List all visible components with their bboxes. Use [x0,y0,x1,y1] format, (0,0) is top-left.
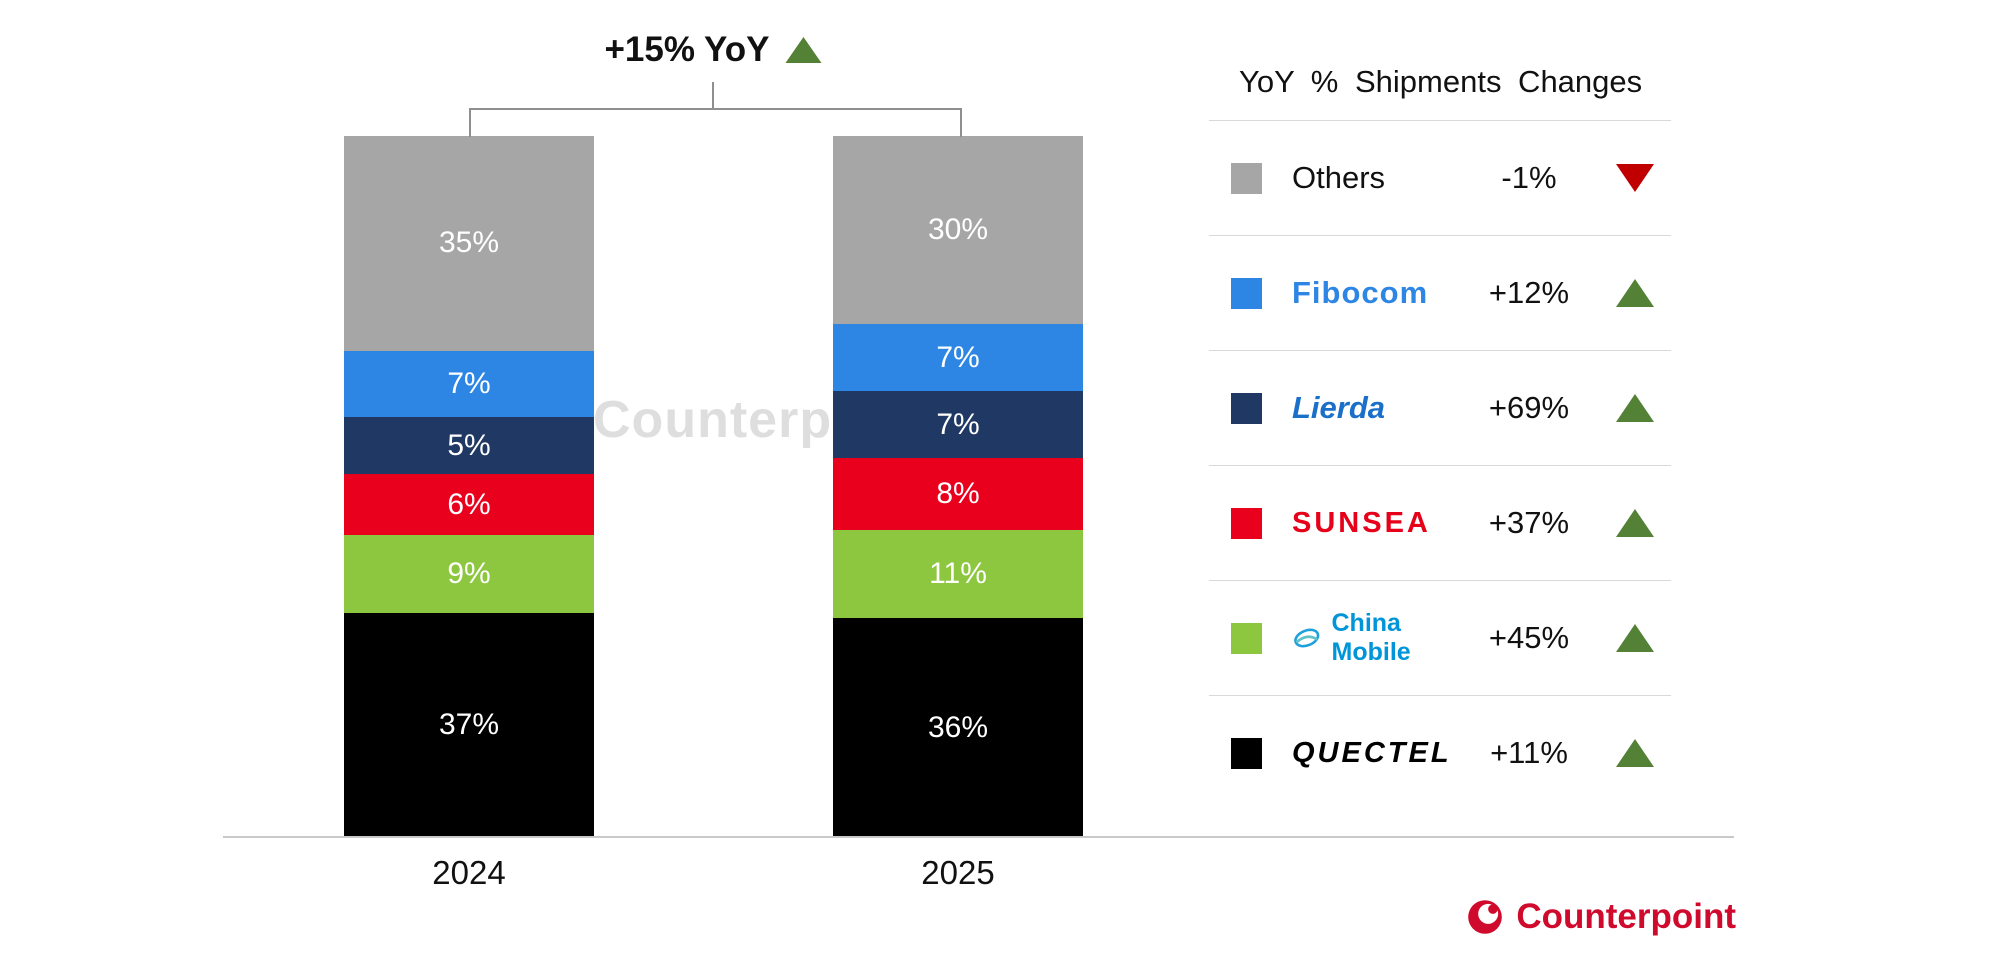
vendor-logo-quectel: QUECTEL [1292,737,1459,770]
legend-row-china-mobile: China Mobile +45% [1209,581,1671,696]
change-direction-box [1599,624,1671,652]
stacked-bar-2024: 35% 7% 5% 6% 9% 37% [344,136,594,838]
up-triangle-icon [785,37,822,63]
up-triangle-icon [1616,624,1654,652]
vendor-logo-text: Others [1292,160,1386,195]
bar-segment-value-label: 36% [927,711,989,745]
bar-segment-value-label: 7% [936,407,980,441]
legend-panel: YoY % Shipments Changes Others -1% Fibocom… [1209,50,1671,810]
bar-segment-lierda-2025: 7% [833,391,1083,458]
up-triangle-icon [1616,279,1654,307]
down-triangle-icon [1616,164,1654,192]
legend-row-lierda: Lierda +69% [1209,351,1671,466]
yoy-total-label: +15% YoY [604,30,770,69]
bar-segment-china-mobile-2024: 9% [344,535,594,613]
legend-row-quectel: QUECTEL +11% [1209,696,1671,810]
bar-segment-value-label: 6% [447,487,491,521]
yoy-change-value-sunsea: +37% [1488,505,1570,540]
bar-segment-lierda-2024: 5% [344,417,594,474]
brand-footer: Counterpoint [1464,896,1736,938]
yoy-change-value-china-mobile: +45% [1488,620,1570,655]
bar-segment-value-label: 35% [438,226,500,260]
bar-segment-quectel-2024: 37% [344,612,594,838]
change-direction-box [1599,279,1671,307]
yoy-change-value-fibocom: +12% [1488,275,1570,310]
legend-swatch-others [1231,162,1262,194]
counterpoint-logo-icon [1468,900,1503,934]
change-direction-box [1599,739,1671,767]
bracket-connector [469,108,962,137]
legend-row-sunsea: SUNSEA +37% [1209,466,1671,581]
legend-swatch-sunsea [1231,507,1262,539]
legend-swatch-fibocom [1231,277,1262,309]
legend-swatch-china-mobile [1231,622,1262,654]
up-triangle-icon [1616,739,1654,767]
up-triangle-icon [1616,394,1654,422]
bar-segment-value-label: 37% [438,708,500,742]
bar-segment-fibocom-2025: 7% [833,324,1083,392]
vendor-logo-lierda: Lierda [1292,390,1459,426]
x-axis-label-2025: 2025 [921,854,995,891]
bar-segment-sunsea-2024: 6% [344,473,594,536]
bracket-stub [712,82,714,109]
stacked-bar-2025: 30% 7% 7% 8% 11% 36% [833,136,1083,838]
bar-segment-quectel-2025: 36% [833,618,1083,838]
bar-segment-china-mobile-2025: 11% [833,530,1083,619]
bar-segment-fibocom-2024: 7% [344,350,594,418]
vendor-logo-text: China Mobile [1331,609,1411,666]
yoy-change-value-others: -1% [1501,160,1557,195]
bar-segment-value-label: 7% [447,367,491,400]
legend-row-fibocom: Fibocom +12% [1209,236,1671,351]
vendor-logo-others: Others [1292,160,1459,196]
vendor-logo-china-mobile: China Mobile [1292,609,1459,667]
bar-segment-value-label: 5% [447,428,491,462]
bar-segment-value-label: 11% [929,557,987,591]
legend-title: YoY % Shipments Changes [1209,50,1671,121]
change-direction-box [1599,164,1671,192]
vendor-logo-text: Lierda [1292,390,1386,425]
bar-segment-value-label: 9% [447,557,491,591]
legend-rows: Others -1% Fibocom +12% Lierda +69% SUNSEA +37%… [1209,121,1671,810]
up-triangle-icon [1616,509,1654,537]
brand-name: Counterpoint [1516,897,1736,936]
legend-swatch-quectel [1231,737,1262,769]
bar-segment-value-label: 30% [927,213,989,247]
legend-row-others: Others -1% [1209,121,1671,236]
bar-segment-others-2024: 35% [344,136,594,351]
bar-segment-sunsea-2025: 8% [833,458,1083,531]
yoy-change-value-quectel: +11% [1490,735,1568,770]
yoy-change-value-lierda: +69% [1488,390,1570,425]
vendor-logo-text: SUNSEA [1292,506,1431,539]
china-mobile-logo-icon [1294,628,1320,648]
yoy-total-annotation: +15% YoY [604,30,822,70]
vendor-logo-text: QUECTEL [1292,736,1452,769]
stacked-bars: 35% 7% 5% 6% 9% 37% 30% 7% 7% 8% 11% 36% [344,136,1083,838]
vendor-logo-sunsea: SUNSEA [1292,507,1459,540]
change-direction-box [1599,394,1671,422]
bar-segment-value-label: 8% [936,477,980,511]
vendor-logo-fibocom: Fibocom [1292,275,1459,311]
bar-segment-others-2025: 30% [833,136,1083,325]
x-axis-line [223,836,1734,838]
vendor-logo-text: Fibocom [1292,275,1429,310]
bar-segment-value-label: 7% [936,340,980,374]
x-axis-label-2024: 2024 [432,854,506,891]
change-direction-box [1599,509,1671,537]
legend-swatch-lierda [1231,392,1262,424]
